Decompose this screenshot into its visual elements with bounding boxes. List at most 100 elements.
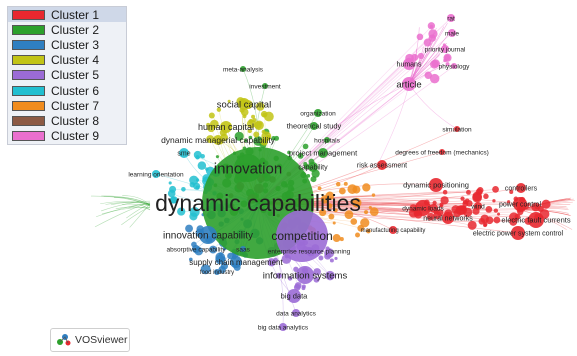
term-node[interactable] [445, 62, 450, 66]
legend-item-cluster-8[interactable]: Cluster 8 [8, 113, 126, 128]
term-node[interactable] [362, 183, 371, 192]
term-node[interactable] [324, 252, 331, 260]
term-node[interactable] [427, 212, 435, 221]
term-node-big-data[interactable] [287, 289, 301, 303]
term-node-neural-networks[interactable] [442, 212, 454, 224]
term-node[interactable] [254, 120, 264, 131]
term-node[interactable] [460, 196, 465, 201]
term-node[interactable] [313, 276, 320, 283]
term-node[interactable] [509, 189, 514, 194]
term-node[interactable] [493, 208, 499, 213]
term-node[interactable] [320, 195, 330, 204]
term-node[interactable] [275, 272, 282, 279]
term-node-innovation[interactable] [234, 154, 262, 182]
term-node[interactable] [189, 175, 199, 185]
term-node[interactable] [440, 196, 449, 205]
term-node-manufacturing-capability[interactable] [389, 226, 397, 234]
term-node[interactable] [273, 257, 279, 263]
term-node[interactable] [200, 264, 211, 275]
term-node-male[interactable] [448, 29, 456, 37]
term-node-wind[interactable] [474, 202, 482, 210]
term-node[interactable] [206, 135, 215, 144]
term-node[interactable] [430, 60, 439, 69]
term-node[interactable] [265, 134, 271, 140]
term-node-learning-orientation[interactable] [152, 170, 160, 178]
term-node-big-data-analytics[interactable] [279, 323, 287, 331]
term-node[interactable] [432, 200, 437, 205]
term-node[interactable] [416, 33, 424, 41]
term-node[interactable] [169, 196, 177, 204]
term-node-rat[interactable] [447, 14, 455, 22]
term-node[interactable] [303, 162, 308, 167]
term-node[interactable] [339, 237, 344, 242]
term-node-investment[interactable] [262, 83, 268, 89]
term-node[interactable] [480, 214, 489, 224]
term-node[interactable] [327, 203, 333, 209]
term-node[interactable] [541, 199, 551, 209]
term-node[interactable] [335, 181, 341, 187]
term-node-humans[interactable] [403, 58, 415, 70]
term-node[interactable] [301, 286, 306, 291]
term-node[interactable] [193, 150, 202, 159]
term-node[interactable] [355, 232, 360, 238]
term-node-meta-analysis[interactable] [240, 66, 246, 72]
term-node[interactable] [493, 216, 501, 224]
term-node[interactable] [439, 204, 443, 208]
term-node-power-control[interactable] [513, 197, 527, 211]
term-node[interactable] [317, 186, 322, 191]
term-node[interactable] [329, 274, 334, 280]
term-node[interactable] [429, 24, 434, 29]
term-node[interactable] [264, 111, 274, 122]
term-node[interactable] [332, 234, 341, 243]
term-node-dynamic-managerial-capability[interactable] [213, 135, 223, 145]
term-node[interactable] [483, 223, 487, 228]
term-node[interactable] [195, 178, 200, 182]
term-node[interactable] [332, 221, 336, 225]
term-node[interactable] [343, 181, 348, 186]
term-node[interactable] [215, 155, 220, 159]
term-node-sme[interactable] [179, 148, 189, 158]
term-node[interactable] [208, 112, 215, 119]
term-node[interactable] [328, 213, 335, 220]
term-node-social-capital[interactable] [238, 98, 250, 110]
term-node[interactable] [368, 206, 372, 210]
term-node-dynamic-loads[interactable] [415, 200, 431, 216]
term-node[interactable] [366, 228, 371, 234]
term-node[interactable] [251, 114, 256, 119]
term-node[interactable] [429, 73, 440, 84]
term-node[interactable] [492, 185, 499, 193]
term-node[interactable] [244, 139, 248, 143]
term-node[interactable] [260, 137, 268, 146]
term-node-saas[interactable] [240, 246, 246, 252]
term-node[interactable] [188, 257, 193, 262]
term-node[interactable] [472, 191, 482, 202]
term-node[interactable] [466, 189, 471, 195]
term-node-data-analytics[interactable] [292, 309, 300, 317]
term-node[interactable] [310, 176, 317, 183]
term-node[interactable] [220, 262, 229, 270]
term-node[interactable] [514, 213, 521, 220]
term-node[interactable] [255, 102, 265, 111]
term-node[interactable] [234, 131, 244, 141]
term-node-capability[interactable] [308, 162, 318, 172]
term-node[interactable] [334, 256, 338, 260]
term-node[interactable] [443, 58, 448, 63]
term-node[interactable] [483, 193, 489, 199]
term-node[interactable] [465, 198, 470, 203]
term-node[interactable] [195, 185, 200, 190]
term-node-project-management[interactable] [318, 148, 328, 158]
term-node[interactable] [294, 282, 302, 289]
term-node[interactable] [215, 254, 225, 265]
term-node-priority-journal[interactable] [441, 45, 449, 53]
term-node[interactable] [168, 181, 172, 185]
term-node-food-industry[interactable] [214, 269, 220, 275]
term-node[interactable] [189, 212, 198, 221]
term-node[interactable] [329, 258, 334, 263]
term-node-competition[interactable] [276, 210, 328, 262]
term-node[interactable] [261, 129, 266, 134]
term-node[interactable] [253, 131, 260, 138]
term-node[interactable] [442, 189, 448, 195]
legend-item-cluster-5[interactable]: Cluster 5 [8, 68, 126, 83]
term-node[interactable] [252, 117, 257, 123]
